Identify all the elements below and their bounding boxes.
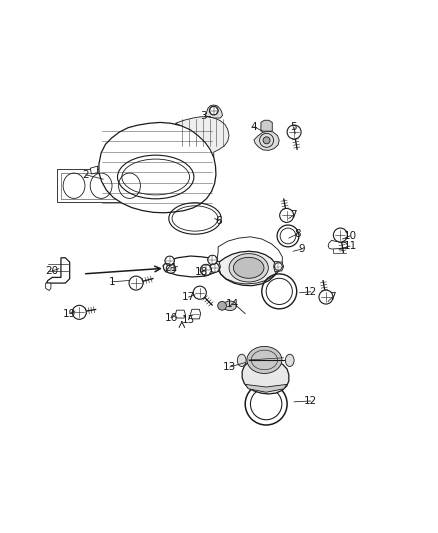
Polygon shape	[175, 117, 229, 157]
Polygon shape	[254, 131, 279, 150]
Polygon shape	[175, 310, 185, 318]
Polygon shape	[205, 105, 223, 118]
Ellipse shape	[247, 346, 282, 374]
Text: 17: 17	[182, 292, 195, 302]
Polygon shape	[261, 120, 272, 131]
Circle shape	[165, 256, 174, 265]
Text: 5: 5	[290, 122, 297, 132]
Polygon shape	[212, 261, 220, 272]
Text: 6: 6	[215, 216, 223, 225]
Text: 18: 18	[195, 266, 208, 277]
Text: 12: 12	[304, 287, 317, 297]
Circle shape	[333, 228, 347, 242]
Circle shape	[72, 305, 86, 319]
Text: 16: 16	[164, 312, 177, 322]
Text: 20: 20	[46, 266, 59, 276]
Text: 12: 12	[304, 396, 317, 406]
Text: 4: 4	[251, 122, 257, 132]
Polygon shape	[46, 258, 70, 283]
Circle shape	[208, 255, 217, 265]
Circle shape	[166, 264, 176, 273]
Ellipse shape	[237, 354, 246, 367]
Ellipse shape	[286, 354, 294, 367]
Polygon shape	[219, 251, 277, 286]
Circle shape	[287, 125, 301, 139]
Circle shape	[280, 208, 293, 222]
Circle shape	[275, 263, 283, 270]
Polygon shape	[57, 169, 158, 202]
Text: 21: 21	[164, 263, 177, 273]
Circle shape	[319, 290, 333, 304]
Ellipse shape	[229, 254, 268, 282]
Polygon shape	[90, 166, 98, 174]
Circle shape	[263, 137, 270, 144]
Polygon shape	[242, 358, 289, 394]
Text: 13: 13	[223, 362, 237, 372]
Polygon shape	[191, 309, 201, 319]
Text: 3: 3	[201, 111, 207, 121]
Circle shape	[218, 302, 226, 310]
Circle shape	[193, 286, 206, 299]
Ellipse shape	[223, 301, 237, 311]
Polygon shape	[245, 384, 287, 392]
Text: 11: 11	[343, 241, 357, 251]
Ellipse shape	[233, 257, 264, 278]
Text: 7: 7	[290, 211, 297, 221]
Polygon shape	[274, 261, 284, 272]
Text: 7: 7	[329, 292, 336, 302]
Text: 9: 9	[299, 244, 305, 254]
Polygon shape	[328, 240, 348, 249]
Circle shape	[210, 263, 219, 272]
Text: 2: 2	[82, 170, 89, 180]
Text: 10: 10	[343, 231, 357, 241]
Polygon shape	[163, 256, 220, 277]
Text: 14: 14	[226, 298, 239, 309]
Circle shape	[209, 106, 218, 115]
Text: 19: 19	[63, 309, 76, 319]
Polygon shape	[46, 283, 51, 290]
Text: 1: 1	[109, 277, 115, 287]
Circle shape	[129, 276, 143, 290]
Circle shape	[200, 264, 212, 276]
Text: 8: 8	[294, 229, 301, 239]
Polygon shape	[99, 123, 216, 213]
Text: 15: 15	[182, 315, 195, 325]
